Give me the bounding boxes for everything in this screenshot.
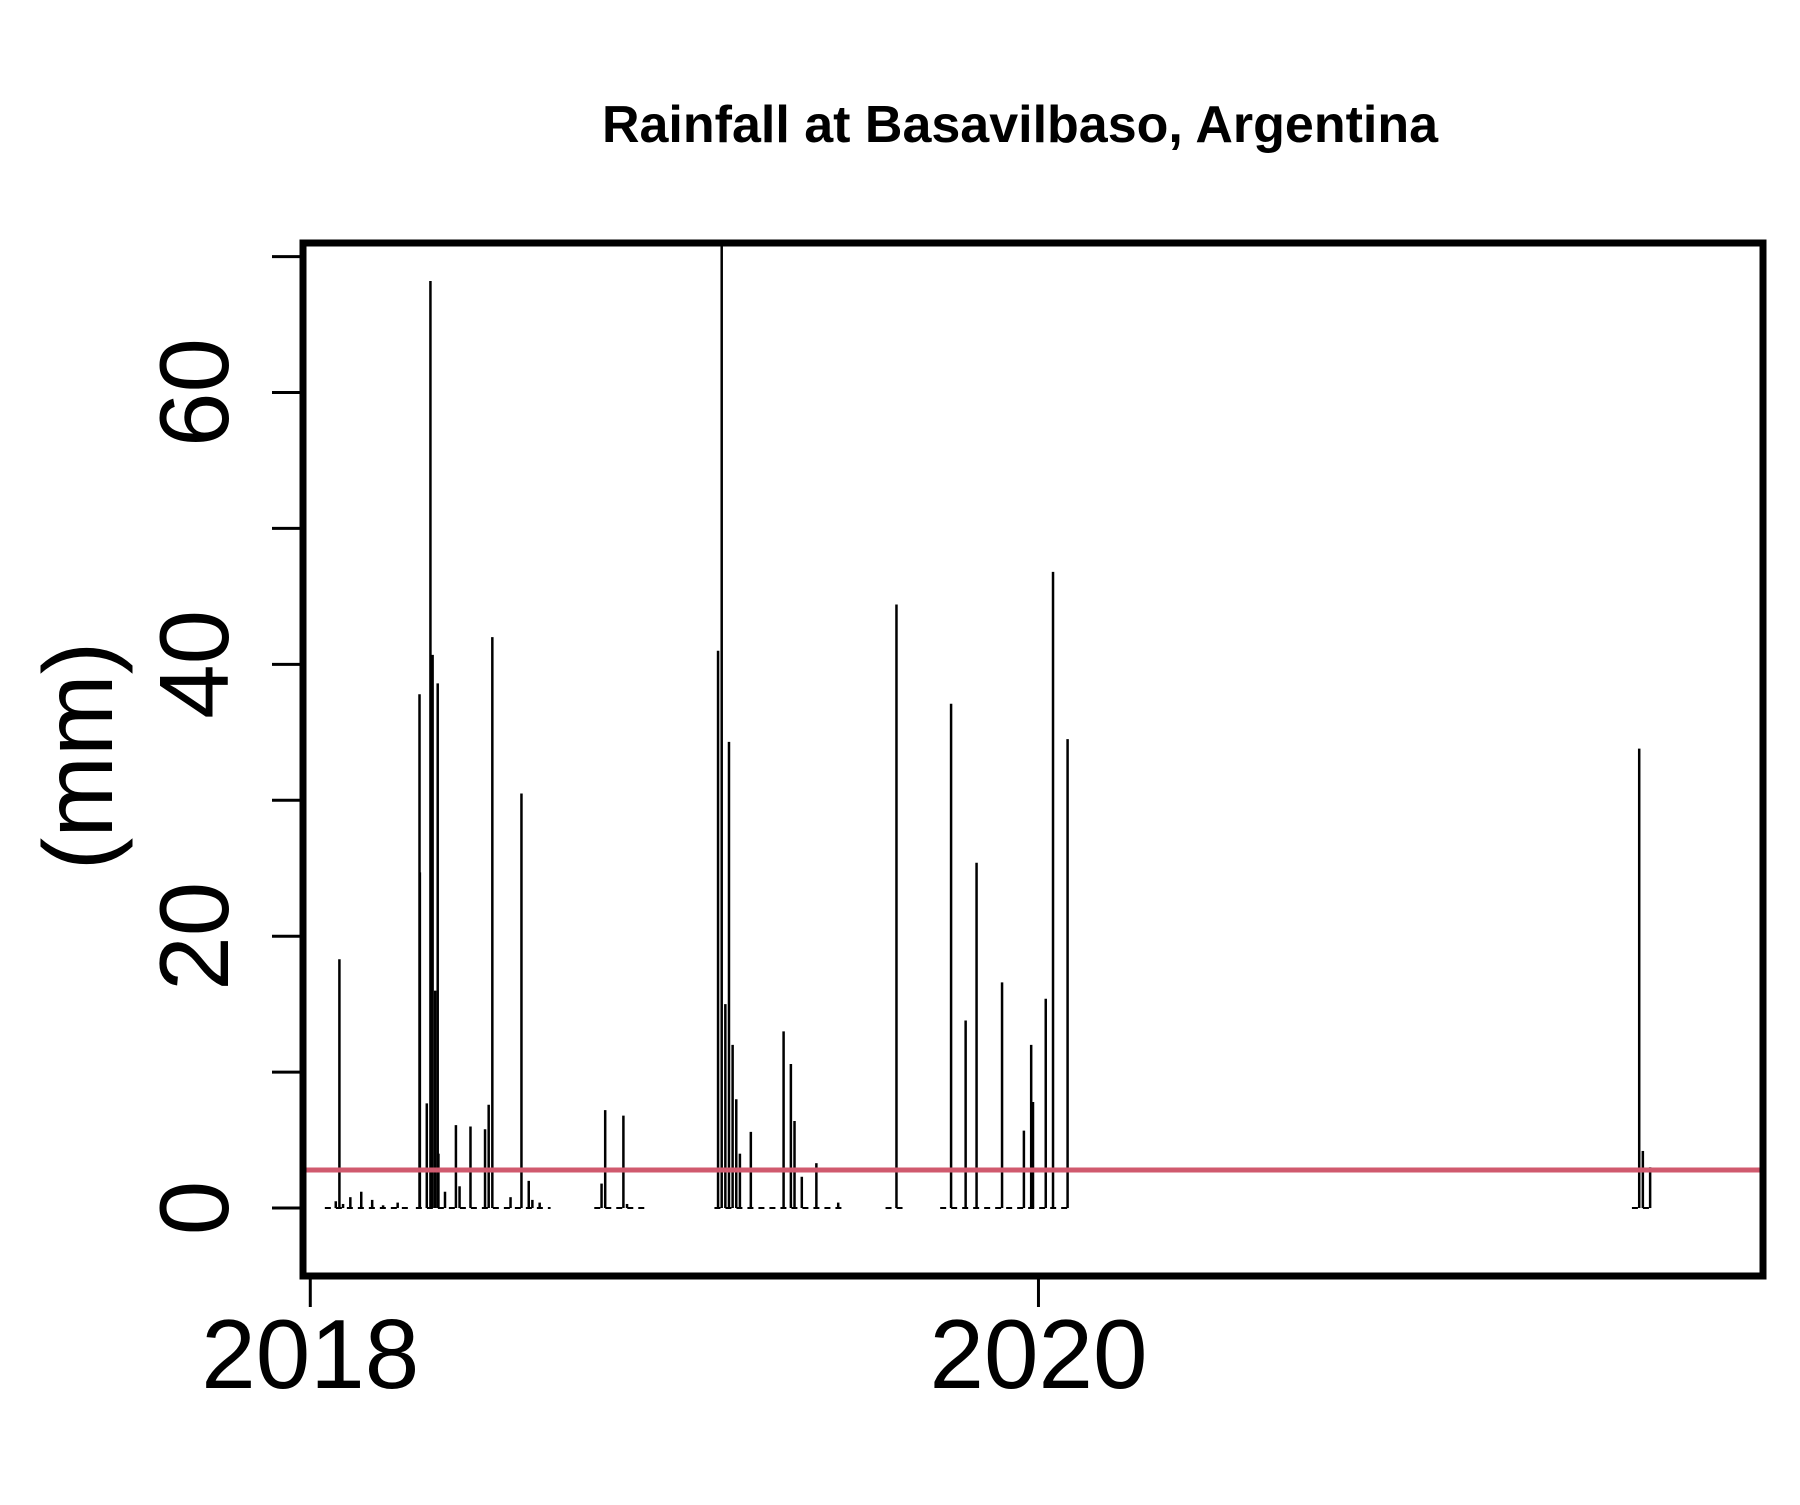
x-tick-label: 2018 [201,1299,419,1409]
y-tick-label: 0 [139,1181,249,1236]
axis-ticks: 0 20 40 60 2018 2020 [139,255,1147,1409]
x-tick-label: 2020 [929,1299,1147,1409]
y-tick-label: 60 [139,338,249,447]
y-tick-label: 20 [139,882,249,991]
y-tick-label: 40 [139,610,249,719]
plot-frame [299,239,1767,1280]
y-axis-label: (mm) [23,642,133,871]
rainfall-bars [324,240,1654,1210]
chart-title: Rainfall at Basavilbaso, Argentina [602,96,1439,154]
